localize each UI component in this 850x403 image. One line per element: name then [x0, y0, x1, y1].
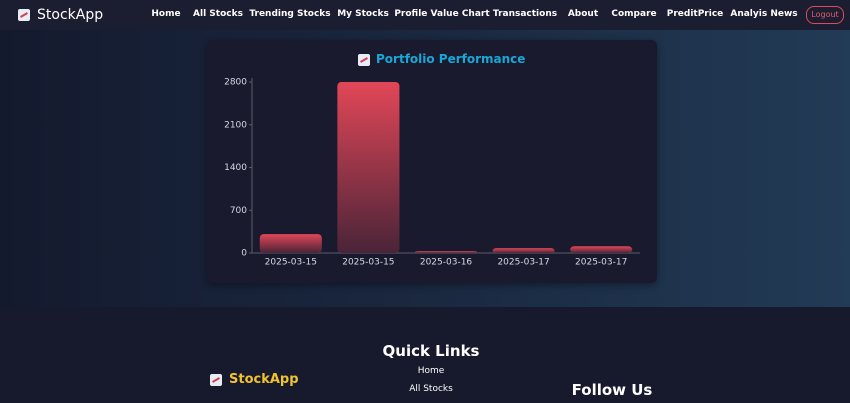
nav-link[interactable]: Trending Stocks — [249, 9, 331, 19]
nav-link[interactable]: Profile Value Chart — [394, 9, 490, 19]
y-tick-label: 700 — [230, 206, 247, 216]
x-tick-label: 2025-03-15 — [265, 258, 317, 268]
footer-brand: StockApp — [229, 372, 299, 387]
nav-link[interactable]: Transactions — [492, 9, 558, 19]
y-tick-label: 1400 — [224, 163, 247, 173]
chart: 0 700 1400 2100 2800 2025-03-15 2025-03-15 2025… — [224, 78, 640, 268]
footer-brand-icon — [210, 374, 222, 386]
footer-link[interactable]: Home — [417, 366, 445, 376]
chart-title: Portfolio Performance — [376, 52, 526, 66]
nav-link[interactable]: Compare — [611, 9, 657, 19]
brand[interactable]: StockApp — [37, 7, 104, 23]
brand-icon — [18, 9, 30, 21]
title-icon — [358, 54, 370, 66]
bar — [570, 246, 633, 253]
bar — [492, 248, 555, 253]
y-tick-label: 0 — [241, 249, 247, 259]
x-tick-label: 2025-03-16 — [420, 258, 473, 268]
nav-link[interactable]: My Stocks — [337, 9, 389, 19]
nav-link[interactable]: Analyis News — [730, 9, 798, 19]
bar — [337, 82, 400, 253]
logout-button[interactable]: Logout — [806, 6, 844, 24]
bar — [414, 251, 478, 253]
y-tick-label: 2100 — [224, 120, 247, 130]
x-tick-label: 2025-03-17 — [575, 258, 627, 268]
nav-link[interactable]: PreditPrice — [666, 9, 724, 19]
bar — [259, 234, 322, 253]
nav-link[interactable]: All Stocks — [193, 9, 243, 19]
nav-link[interactable]: About — [567, 9, 599, 19]
footer-link[interactable]: All Stocks — [409, 384, 453, 394]
x-tick-label: 2025-03-15 — [342, 258, 394, 268]
navbar: StockApp Home All Stocks Trending Stocks… — [0, 0, 850, 30]
y-tick-label: 2800 — [224, 78, 247, 88]
footer-heading: Follow Us — [571, 381, 653, 399]
nav-link[interactable]: Home — [151, 9, 181, 19]
x-tick-label: 2025-03-17 — [497, 258, 549, 268]
footer-heading: Quick Links — [382, 342, 480, 360]
